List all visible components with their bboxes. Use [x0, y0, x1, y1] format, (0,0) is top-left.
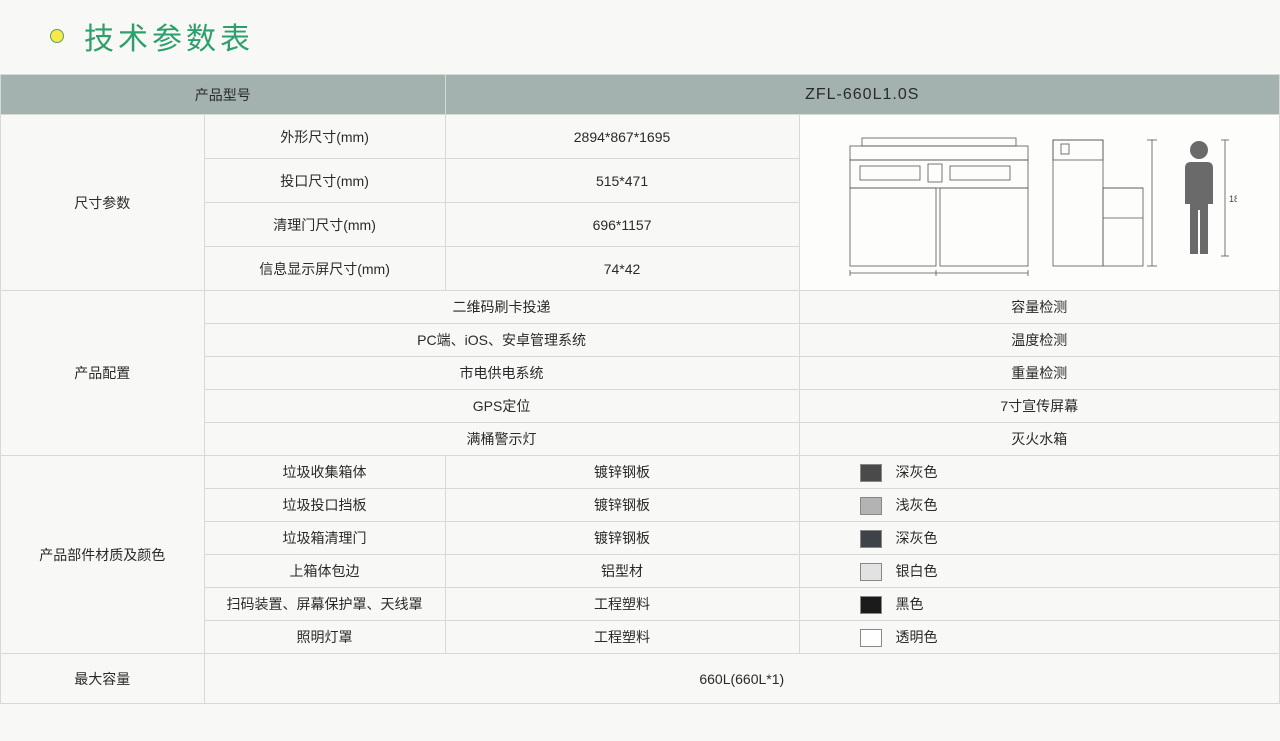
- color-swatch: [860, 563, 882, 581]
- config-left: PC端、iOS、安卓管理系统: [204, 324, 799, 357]
- header-row: 产品型号 ZFL-660L1.0S: [1, 75, 1280, 115]
- config-left: 满桶警示灯: [204, 423, 799, 456]
- material-part: 上箱体包边: [204, 555, 445, 588]
- material-part: 垃圾投口挡板: [204, 489, 445, 522]
- dim-value: 2894*867*1695: [445, 115, 799, 159]
- material-color: 深灰色: [799, 456, 1279, 489]
- color-name: 银白色: [896, 563, 938, 579]
- dim-value: 515*471: [445, 159, 799, 203]
- color-swatch: [860, 629, 882, 647]
- spec-table: 产品型号 ZFL-660L1.0S 尺寸参数 外形尺寸(mm) 2894*867…: [0, 74, 1280, 704]
- diagram-cell: 1800: [799, 115, 1279, 291]
- material-name: 镀锌钢板: [445, 489, 799, 522]
- config-left: GPS定位: [204, 390, 799, 423]
- color-name: 黑色: [896, 596, 924, 612]
- material-color: 透明色: [799, 621, 1279, 654]
- diagram-human-icon: 1800: [1177, 128, 1237, 278]
- color-name: 深灰色: [896, 464, 938, 480]
- color-swatch: [860, 530, 882, 548]
- dimensions-section-label: 尺寸参数: [1, 115, 205, 291]
- dim-value: 696*1157: [445, 203, 799, 247]
- model-label: 产品型号: [1, 75, 446, 115]
- color-swatch: [860, 497, 882, 515]
- color-name: 浅灰色: [896, 497, 938, 513]
- config-left: 市电供电系统: [204, 357, 799, 390]
- page-title: 技术参数表: [84, 14, 254, 58]
- diagram-front-icon: [842, 128, 1037, 278]
- materials-section-label: 产品部件材质及颜色: [1, 456, 205, 654]
- capacity-value: 660L(660L*1): [204, 654, 1279, 704]
- capacity-label: 最大容量: [1, 654, 205, 704]
- color-swatch: [860, 596, 882, 614]
- dim-value: 74*42: [445, 247, 799, 291]
- material-part: 照明灯罩: [204, 621, 445, 654]
- diagram-side-icon: [1047, 128, 1167, 278]
- config-right: 灭火水箱: [799, 423, 1279, 456]
- title-row: 技术参数表: [0, 0, 1280, 74]
- material-color: 银白色: [799, 555, 1279, 588]
- material-name: 镀锌钢板: [445, 522, 799, 555]
- material-name: 镀锌钢板: [445, 456, 799, 489]
- config-right: 温度检测: [799, 324, 1279, 357]
- material-color: 黑色: [799, 588, 1279, 621]
- dim-label: 清理门尺寸(mm): [204, 203, 445, 247]
- config-left: 二维码刷卡投递: [204, 291, 799, 324]
- material-part: 垃圾收集箱体: [204, 456, 445, 489]
- material-name: 工程塑料: [445, 588, 799, 621]
- dim-label: 投口尺寸(mm): [204, 159, 445, 203]
- material-color: 浅灰色: [799, 489, 1279, 522]
- dim-label: 信息显示屏尺寸(mm): [204, 247, 445, 291]
- color-name: 深灰色: [896, 530, 938, 546]
- material-name: 铝型材: [445, 555, 799, 588]
- bullet-icon: [50, 29, 64, 43]
- color-swatch: [860, 464, 882, 482]
- config-right: 重量检测: [799, 357, 1279, 390]
- config-right: 7寸宣传屏幕: [799, 390, 1279, 423]
- config-section-label: 产品配置: [1, 291, 205, 456]
- dim-label: 外形尺寸(mm): [204, 115, 445, 159]
- material-part: 扫码装置、屏幕保护罩、天线罩: [204, 588, 445, 621]
- config-right: 容量检测: [799, 291, 1279, 324]
- material-part: 垃圾箱清理门: [204, 522, 445, 555]
- color-name: 透明色: [896, 629, 938, 645]
- material-name: 工程塑料: [445, 621, 799, 654]
- material-color: 深灰色: [799, 522, 1279, 555]
- model-value: ZFL-660L1.0S: [445, 75, 1280, 115]
- human-height-label: 1800: [1229, 194, 1237, 204]
